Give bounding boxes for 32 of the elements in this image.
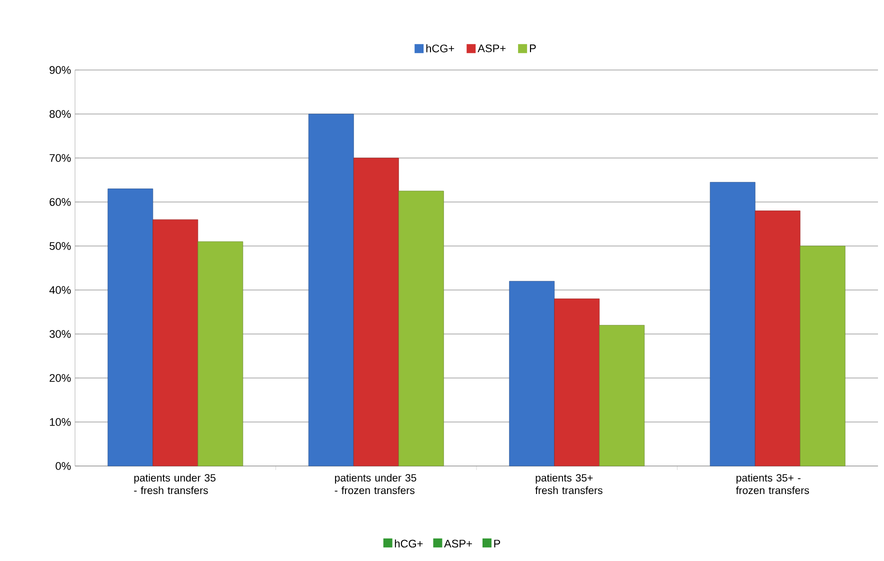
- bar: [599, 324, 645, 466]
- bar: [710, 182, 756, 466]
- bar: [398, 190, 444, 466]
- y-tick-label: 80%: [50, 110, 71, 118]
- legend-label: P: [530, 44, 536, 52]
- x-tick-label: patients 35+ - frozen transfers: [736, 474, 810, 494]
- x-tick-label: patients under 35 - frozen transfers: [334, 474, 416, 494]
- legend-label: ASP+: [478, 44, 506, 52]
- text: ASP+: [444, 540, 472, 548]
- y-tick-label: 40%: [49, 286, 71, 294]
- y-tick-label: 60%: [50, 198, 71, 206]
- y-tick-label: 30%: [50, 330, 71, 338]
- bar: [509, 280, 555, 466]
- bar: [308, 114, 354, 466]
- text: P: [494, 540, 500, 548]
- bar: [754, 210, 800, 466]
- legend-label: hCG+: [426, 44, 454, 52]
- y-tick-label: 50%: [50, 242, 71, 250]
- bar: [353, 158, 399, 466]
- y-tick-label: 0%: [56, 462, 71, 470]
- bar: [554, 298, 600, 466]
- text: hCG+: [394, 539, 423, 548]
- bar: [198, 241, 244, 466]
- y-tick-label: 10%: [50, 418, 71, 426]
- y-tick-label: 70%: [50, 154, 71, 162]
- bar: [108, 188, 154, 466]
- y-tick-label: 90%: [50, 66, 71, 74]
- x-tick-label: patients 35+ fresh transfers: [535, 474, 602, 494]
- y-tick-label: 20%: [50, 374, 71, 382]
- bar: [800, 246, 846, 466]
- bar: [152, 219, 198, 466]
- x-tick-label: patients under 35 - fresh transfers: [134, 474, 216, 494]
